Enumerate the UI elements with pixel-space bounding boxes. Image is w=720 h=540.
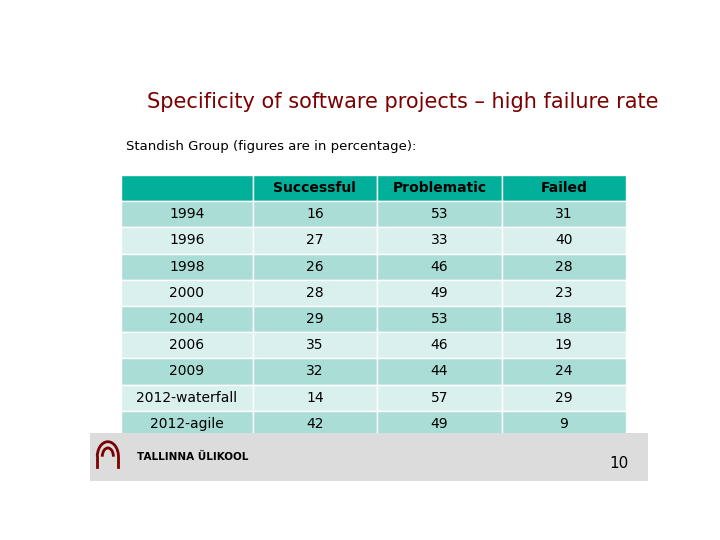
FancyBboxPatch shape — [253, 201, 377, 227]
FancyBboxPatch shape — [502, 175, 626, 201]
FancyBboxPatch shape — [377, 384, 502, 411]
FancyBboxPatch shape — [253, 359, 377, 384]
Text: 42: 42 — [306, 417, 324, 431]
Text: Standish Group (figures are in percentage):: Standish Group (figures are in percentag… — [126, 140, 417, 153]
Text: 23: 23 — [555, 286, 572, 300]
FancyBboxPatch shape — [90, 433, 648, 481]
Text: 26: 26 — [306, 260, 324, 274]
Text: 53: 53 — [431, 312, 448, 326]
Text: 2012-waterfall: 2012-waterfall — [136, 390, 238, 404]
FancyBboxPatch shape — [253, 175, 377, 201]
FancyBboxPatch shape — [253, 306, 377, 332]
Text: 16: 16 — [306, 207, 324, 221]
FancyBboxPatch shape — [121, 332, 253, 359]
FancyBboxPatch shape — [253, 254, 377, 280]
FancyBboxPatch shape — [377, 201, 502, 227]
Text: 1998: 1998 — [169, 260, 204, 274]
FancyBboxPatch shape — [121, 306, 253, 332]
FancyBboxPatch shape — [502, 411, 626, 437]
FancyBboxPatch shape — [502, 201, 626, 227]
FancyBboxPatch shape — [377, 280, 502, 306]
FancyBboxPatch shape — [377, 332, 502, 359]
Text: 2009: 2009 — [169, 364, 204, 379]
Text: 31: 31 — [555, 207, 572, 221]
FancyBboxPatch shape — [121, 227, 253, 254]
Text: Problematic: Problematic — [392, 181, 487, 195]
Text: Successful: Successful — [274, 181, 356, 195]
FancyBboxPatch shape — [121, 359, 253, 384]
Text: 46: 46 — [431, 260, 448, 274]
Text: 2004: 2004 — [169, 312, 204, 326]
FancyBboxPatch shape — [121, 280, 253, 306]
FancyBboxPatch shape — [502, 384, 626, 411]
Text: 28: 28 — [306, 286, 324, 300]
Text: 1996: 1996 — [169, 233, 204, 247]
Text: 18: 18 — [555, 312, 572, 326]
Text: TALLINNA ÜLIKOOL: TALLINNA ÜLIKOOL — [138, 451, 249, 462]
FancyBboxPatch shape — [377, 254, 502, 280]
FancyBboxPatch shape — [121, 254, 253, 280]
FancyBboxPatch shape — [502, 280, 626, 306]
FancyBboxPatch shape — [502, 254, 626, 280]
FancyBboxPatch shape — [121, 201, 253, 227]
Text: 24: 24 — [555, 364, 572, 379]
FancyBboxPatch shape — [377, 306, 502, 332]
FancyBboxPatch shape — [253, 332, 377, 359]
FancyBboxPatch shape — [121, 411, 253, 437]
Text: 29: 29 — [306, 312, 324, 326]
FancyBboxPatch shape — [377, 227, 502, 254]
FancyBboxPatch shape — [253, 384, 377, 411]
Text: 57: 57 — [431, 390, 448, 404]
Text: 49: 49 — [431, 286, 448, 300]
FancyBboxPatch shape — [377, 175, 502, 201]
Text: 27: 27 — [306, 233, 324, 247]
Text: 49: 49 — [431, 417, 448, 431]
Text: 44: 44 — [431, 364, 448, 379]
Text: 2006: 2006 — [169, 338, 204, 352]
Text: 14: 14 — [306, 390, 324, 404]
FancyBboxPatch shape — [377, 359, 502, 384]
Text: Specificity of software projects – high failure rate: Specificity of software projects – high … — [147, 92, 658, 112]
Text: 2012-agile: 2012-agile — [150, 417, 224, 431]
Text: 29: 29 — [555, 390, 572, 404]
Text: 2000: 2000 — [169, 286, 204, 300]
Text: 53: 53 — [431, 207, 448, 221]
Text: 35: 35 — [306, 338, 324, 352]
FancyBboxPatch shape — [502, 227, 626, 254]
FancyBboxPatch shape — [121, 175, 253, 201]
Text: 32: 32 — [306, 364, 324, 379]
Text: 40: 40 — [555, 233, 572, 247]
Text: Failed: Failed — [540, 181, 588, 195]
Text: 19: 19 — [555, 338, 572, 352]
FancyBboxPatch shape — [502, 359, 626, 384]
Text: 1994: 1994 — [169, 207, 204, 221]
FancyBboxPatch shape — [377, 411, 502, 437]
FancyBboxPatch shape — [253, 227, 377, 254]
FancyBboxPatch shape — [502, 306, 626, 332]
Text: 9: 9 — [559, 417, 568, 431]
Text: 28: 28 — [555, 260, 572, 274]
FancyBboxPatch shape — [121, 384, 253, 411]
FancyBboxPatch shape — [502, 332, 626, 359]
Text: 46: 46 — [431, 338, 448, 352]
FancyBboxPatch shape — [253, 280, 377, 306]
Text: 10: 10 — [609, 456, 629, 471]
Text: 33: 33 — [431, 233, 448, 247]
FancyBboxPatch shape — [253, 411, 377, 437]
